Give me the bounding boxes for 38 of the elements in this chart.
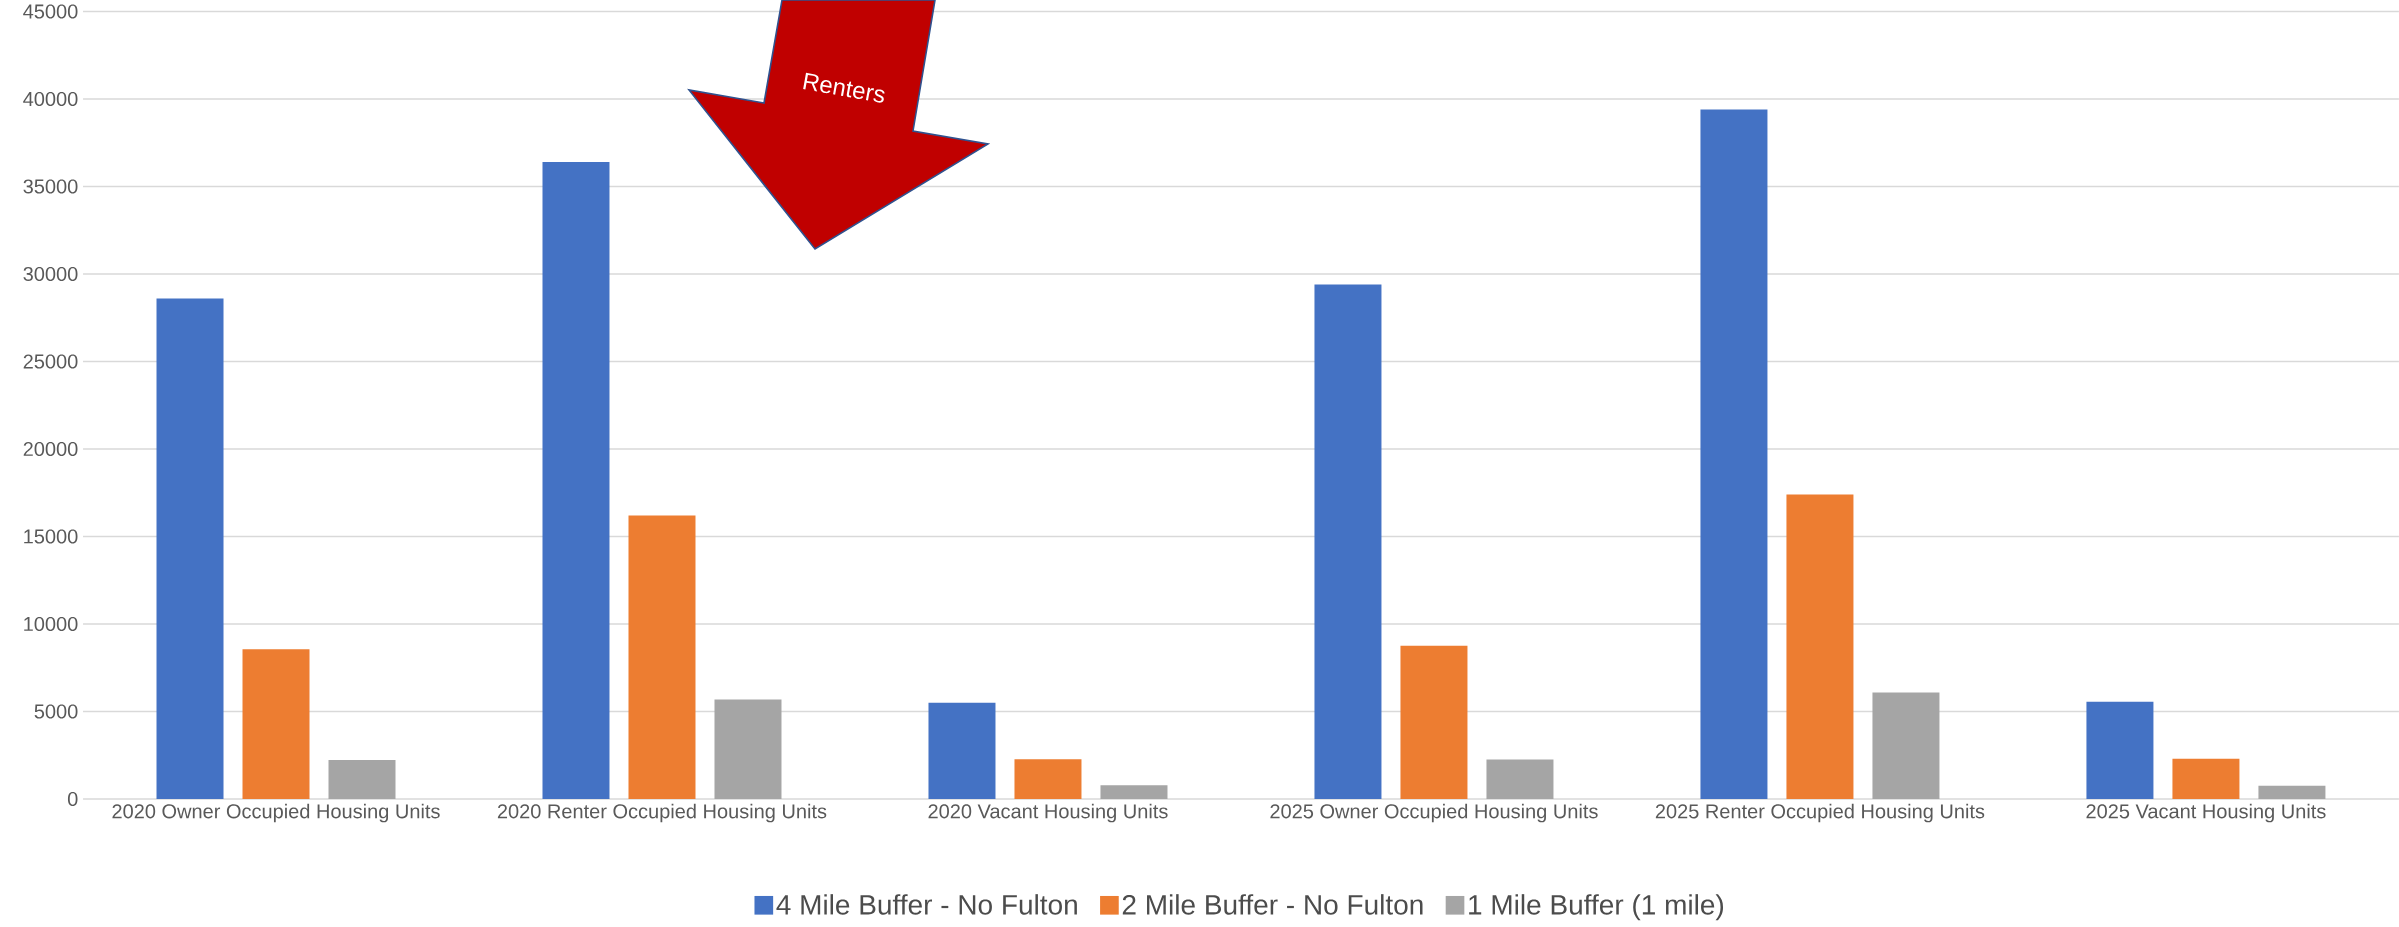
bar [2086,701,2154,799]
x-tick-label: 2020 Vacant Housing Units [928,803,1168,823]
bar [1314,284,1382,799]
x-tick-label: 2025 Renter Occupied Housing Units [1655,803,1985,823]
y-tick-label: 40000 [23,91,78,107]
bar [2258,785,2326,799]
legend-label: 1 Mile Buffer (1 mile) [1469,894,1724,921]
y-tick-label: 30000 [23,266,78,282]
bar [1872,692,1940,799]
legend-label: 4 Mile Buffer - No Fulton [776,894,1077,915]
x-tick-label: 2020 Renter Occupied Housing Units [497,803,827,823]
y-tick-label: 10000 [24,616,78,632]
y-tick-label: 25000 [23,354,78,369]
x-tick-label: 2025 Vacant Housing Units [2086,803,2326,823]
x-tick-label: 2025 Owner Occupied Housing Units [1270,803,1598,823]
x-tick-label: 2020 Owner Occupied Housing Units [112,803,440,823]
y-tick-label: 15000 [24,529,78,544]
bar [714,699,782,799]
legend-label: 2 Mile Buffer - No Fulton [1122,894,1423,915]
bar [1100,785,1168,799]
bar [1700,109,1768,799]
y-tick-label: 35000 [23,179,78,194]
bar [1014,759,1082,799]
y-tick-label: 5000 [34,704,78,719]
bar [542,161,610,799]
bar [628,515,696,799]
bar [1486,759,1554,799]
y-tick-label: 0 [67,791,78,807]
bar [242,649,310,799]
bar [328,759,396,799]
bar [2172,758,2240,799]
bar [156,298,224,799]
bar [1400,645,1468,799]
y-tick-label: 45000 [23,4,78,19]
y-tick-label: 20000 [23,441,78,457]
bar [928,702,996,799]
annotation: Renters [803,72,885,103]
bar [1786,494,1854,799]
